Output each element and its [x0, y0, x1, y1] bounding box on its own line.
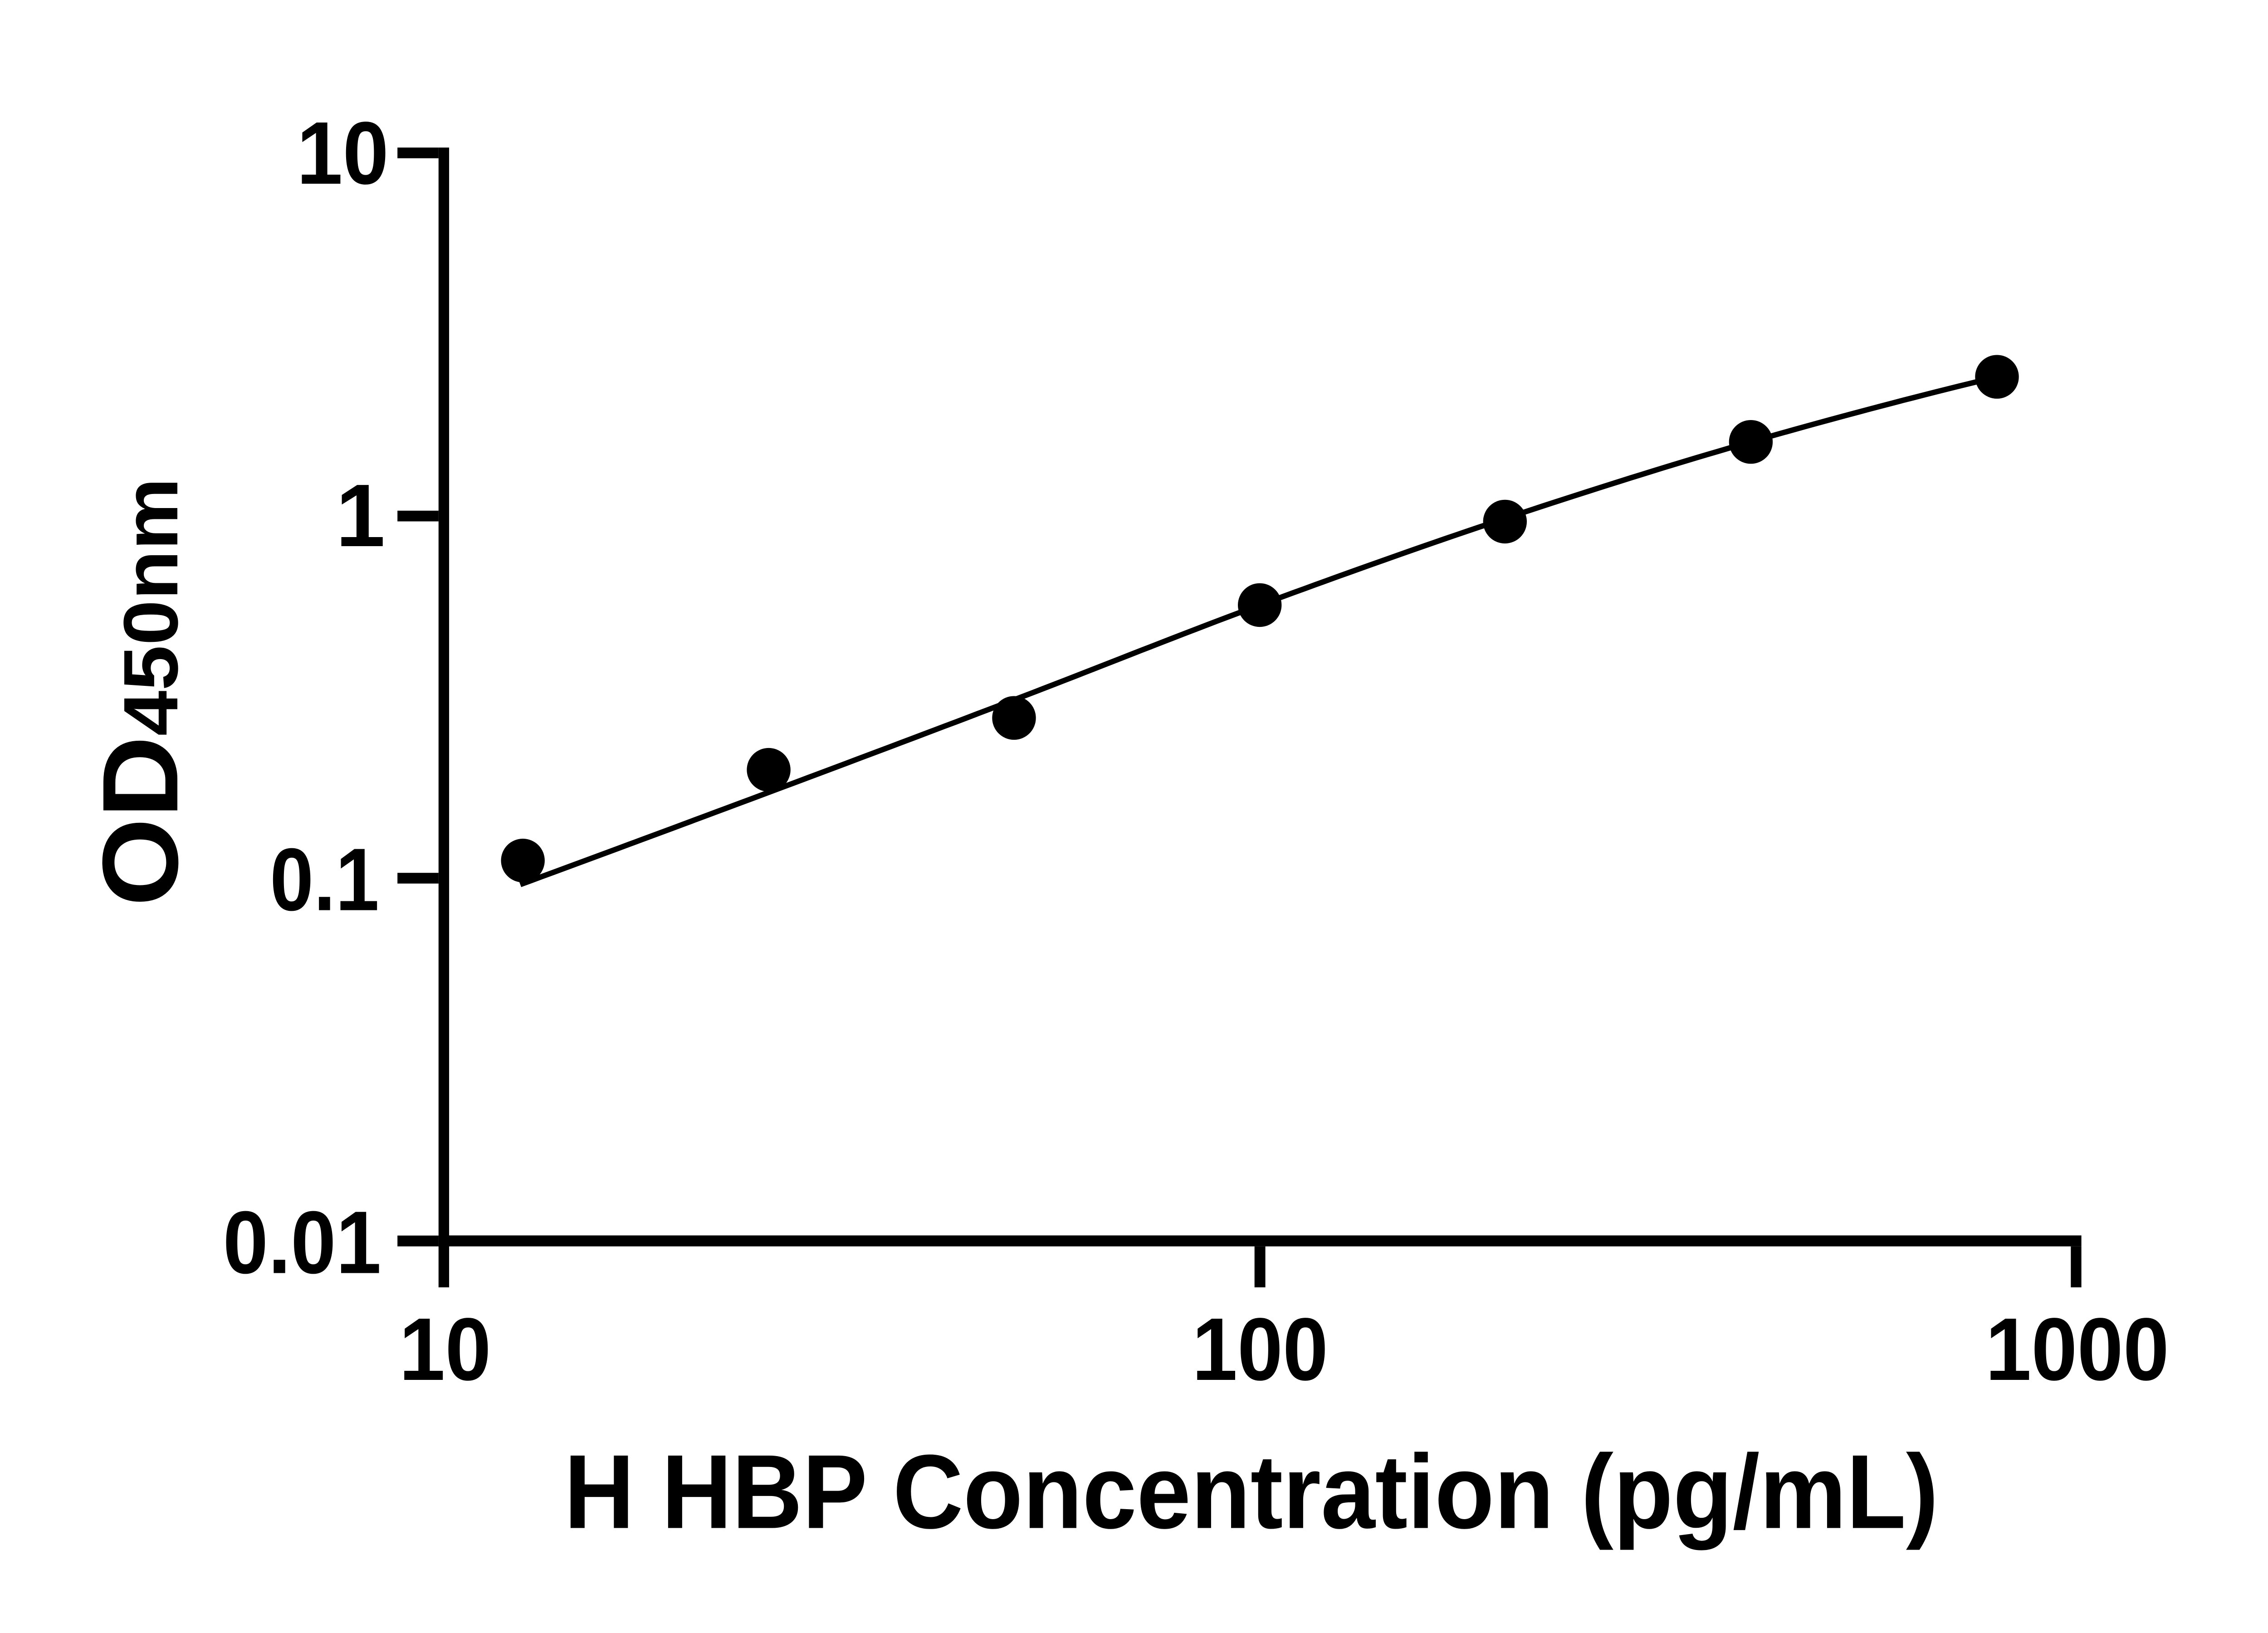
svg-text:1: 1 — [336, 466, 385, 565]
svg-text:H HBP Concentration (pg/mL): H HBP Concentration (pg/mL) — [564, 1433, 1939, 1551]
svg-text:10: 10 — [297, 103, 389, 203]
svg-text:1000: 1000 — [1985, 1300, 2169, 1399]
svg-text:0.1: 0.1 — [270, 830, 379, 929]
svg-text:100: 100 — [1192, 1300, 1328, 1399]
svg-text:0.01: 0.01 — [223, 1193, 381, 1292]
svg-text:10: 10 — [399, 1300, 491, 1399]
svg-text:OD450nm: OD450nm — [80, 478, 200, 906]
